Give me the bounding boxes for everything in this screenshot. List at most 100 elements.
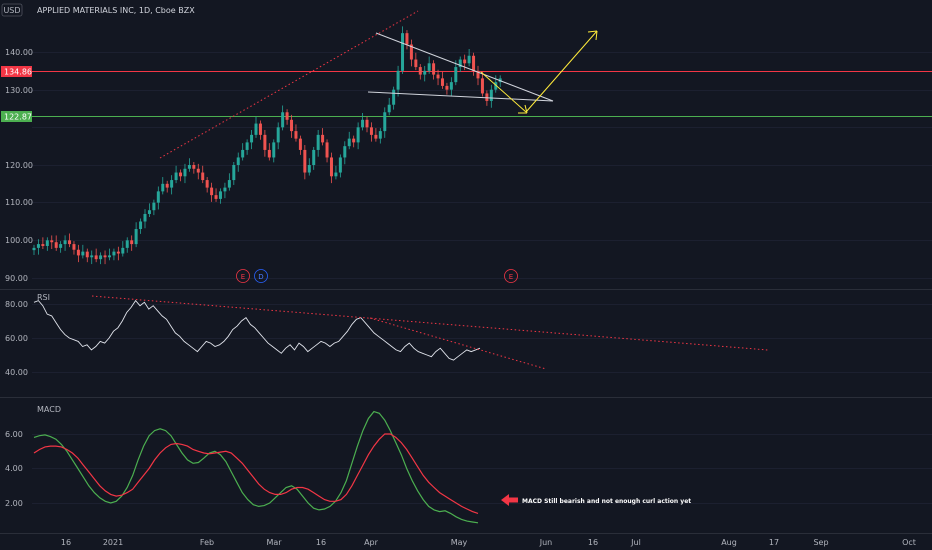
candle: [383, 107, 387, 138]
candle: [99, 252, 103, 265]
candle-body: [285, 112, 289, 120]
macd-annotation[interactable]: MACD Still bearish and not enough curl a…: [522, 498, 691, 505]
candle: [156, 186, 160, 210]
macd-y-tick: 4.00: [5, 464, 23, 473]
candle: [432, 60, 436, 80]
candle-body: [267, 149, 271, 158]
candle-body: [36, 244, 40, 248]
candle-body: [210, 187, 214, 196]
candle: [445, 82, 449, 95]
candle: [174, 165, 178, 184]
x-tick: Jul: [630, 538, 641, 547]
candle-body: [90, 255, 94, 258]
candle-body: [458, 59, 462, 68]
candle: [489, 84, 493, 108]
candle-body: [170, 180, 174, 188]
candle: [107, 248, 111, 261]
candle: [454, 60, 458, 86]
time-x-axis[interactable]: 16 2021 Feb Mar 16 Apr May Jun 16 Jul Au…: [61, 538, 916, 547]
rsi-trend-line-short[interactable]: [369, 317, 547, 370]
macd-y-tick: 2.00: [5, 499, 23, 508]
rsi-trend-line[interactable]: [91, 295, 769, 351]
candle-body: [365, 119, 369, 128]
candle-body: [81, 251, 85, 256]
candle: [303, 145, 307, 180]
rsi-y-axis[interactable]: 80.00 60.00 40.00: [5, 300, 28, 377]
candle: [179, 169, 183, 182]
projection-arrow-down[interactable]: [480, 71, 528, 114]
earnings-event-marker[interactable]: E: [504, 269, 518, 283]
price-y-axis[interactable]: 140.00 130.00 120.00 110.00 100.00 90.00: [5, 48, 33, 283]
candle: [36, 239, 40, 255]
price-y-tick: 90.00: [5, 274, 28, 283]
candle-body: [85, 251, 89, 258]
candle-body: [32, 247, 36, 251]
candle-body: [245, 142, 249, 150]
candle: [183, 163, 187, 184]
currency-button[interactable]: USD: [1, 3, 23, 17]
candle-body: [396, 70, 400, 90]
candle-body: [134, 229, 138, 245]
annotation-arrow[interactable]: [501, 494, 518, 506]
candle: [374, 128, 378, 142]
candle-body: [223, 187, 227, 192]
dividend-event-marker[interactable]: D: [254, 269, 268, 283]
candle-body: [361, 119, 365, 128]
candle-body: [139, 221, 143, 230]
candle: [285, 109, 289, 125]
candle: [254, 116, 258, 138]
candle: [436, 69, 440, 86]
candle: [245, 139, 249, 155]
macd-y-axis[interactable]: 6.00 4.00 2.00: [5, 430, 23, 508]
candle: [76, 244, 80, 263]
candle: [54, 235, 58, 251]
candle-body: [45, 240, 49, 246]
candle-body: [147, 210, 151, 214]
candle: [201, 165, 205, 184]
candle-body: [378, 131, 382, 139]
price-label-red: 134.86: [1, 66, 32, 77]
candle: [472, 52, 476, 76]
earnings-event-marker[interactable]: E: [236, 269, 250, 283]
candle: [223, 182, 227, 199]
x-tick: May: [451, 538, 468, 547]
rsi-y-tick: 40.00: [5, 368, 28, 377]
candle-body: [130, 240, 134, 245]
candle-body: [347, 138, 351, 147]
candle-body: [54, 242, 58, 248]
wedge-lower-line[interactable]: [367, 91, 554, 102]
candle: [423, 65, 427, 82]
candle-body: [409, 44, 413, 60]
price-y-tick: 140.00: [5, 48, 33, 57]
x-tick: Oct: [902, 538, 916, 547]
candle: [121, 241, 125, 257]
candle-body: [272, 142, 276, 158]
candle-body: [263, 134, 267, 150]
trend-line-dotted[interactable]: [159, 10, 419, 159]
candle: [45, 237, 49, 251]
candle: [68, 233, 72, 248]
candle-body: [165, 183, 169, 188]
macd-title: MACD: [37, 405, 61, 414]
candle: [387, 97, 391, 116]
candle-body: [290, 119, 294, 132]
candle: [409, 39, 413, 67]
price-y-tick: 120.00: [5, 161, 33, 170]
candle: [32, 244, 36, 256]
candle-body: [329, 157, 333, 177]
x-tick: Aug: [721, 538, 737, 547]
candle: [369, 122, 373, 142]
candle-body: [281, 112, 285, 128]
candle: [418, 64, 422, 80]
candle: [258, 120, 262, 140]
rsi-line: [33, 299, 481, 361]
candle: [290, 114, 294, 138]
candle-body: [401, 33, 405, 71]
candle: [316, 129, 320, 157]
candle-body: [236, 157, 240, 165]
x-tick: 16: [61, 538, 71, 547]
candle: [236, 152, 240, 172]
projection-arrow-up[interactable]: [525, 30, 598, 113]
candle-body: [68, 240, 72, 245]
wedge-upper-line[interactable]: [375, 32, 554, 102]
